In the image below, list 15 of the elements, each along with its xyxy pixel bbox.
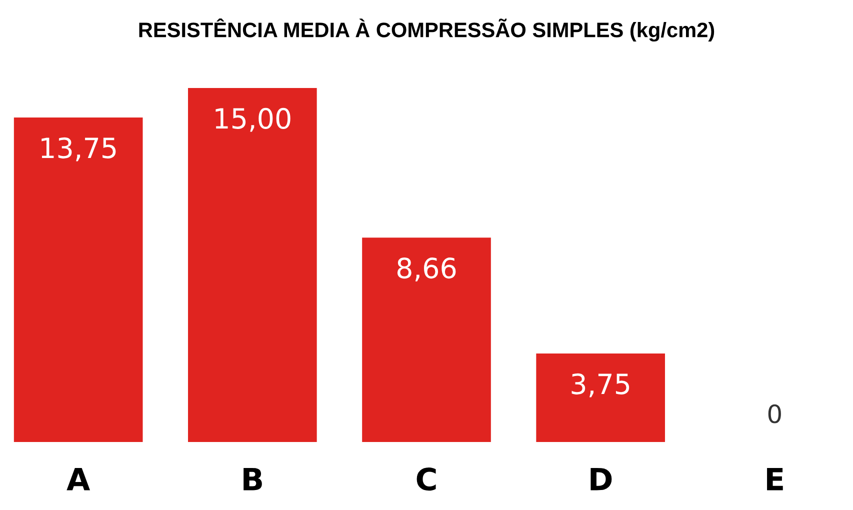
bar	[536, 354, 665, 442]
x-tick-label: E	[767, 468, 783, 490]
bar	[14, 118, 143, 442]
x-tick-label: D	[590, 468, 612, 490]
x-tick-label: C	[416, 468, 436, 491]
data-label: 3,75	[572, 373, 630, 398]
x-tick-label: B	[244, 468, 262, 490]
data-label: 13,75	[42, 137, 116, 162]
bar	[362, 238, 491, 442]
data-label: 8,66	[397, 258, 456, 282]
bar	[188, 88, 317, 442]
x-tick-label: A	[66, 468, 90, 490]
data-label: 15,00	[216, 108, 290, 132]
chart-title: RESISTÊNCIA MEDIA À COMPRESSÃO SIMPLES (kg/cm2)	[139, 18, 714, 42]
data-label: 0	[768, 404, 781, 424]
